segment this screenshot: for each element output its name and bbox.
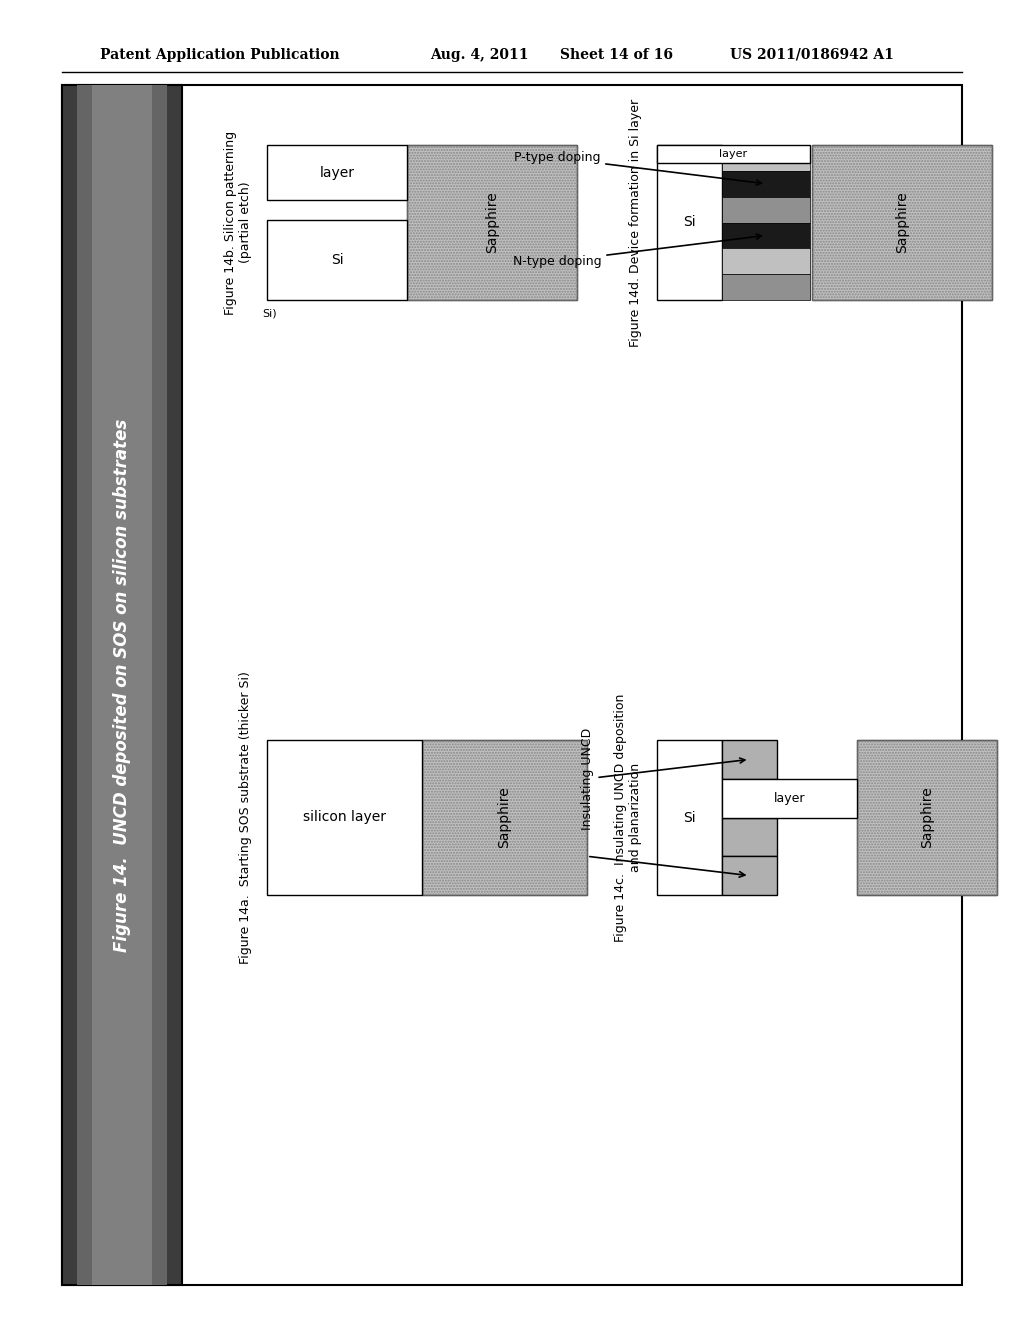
Bar <box>722 197 810 223</box>
Bar <box>857 741 997 895</box>
Bar <box>812 145 992 300</box>
Bar <box>722 817 777 857</box>
Bar <box>657 741 722 895</box>
Text: P-type doping: P-type doping <box>514 152 762 185</box>
Bar <box>407 145 577 300</box>
Text: Sapphire: Sapphire <box>895 191 909 253</box>
Text: Aug. 4, 2011: Aug. 4, 2011 <box>430 48 528 62</box>
Bar <box>812 145 992 300</box>
Text: Figure 14a.  Starting SOS substrate (thicker Si): Figure 14a. Starting SOS substrate (thic… <box>239 671 252 964</box>
Bar <box>267 145 407 201</box>
Bar <box>77 84 167 1284</box>
Text: Insulating UNCD: Insulating UNCD <box>581 727 744 830</box>
Text: US 2011/0186942 A1: US 2011/0186942 A1 <box>730 48 894 62</box>
Bar <box>62 84 182 1284</box>
Text: Si: Si <box>683 215 696 230</box>
Text: Figure 14.  UNCD deposited on SOS on silicon substrates: Figure 14. UNCD deposited on SOS on sili… <box>113 418 131 952</box>
Text: layer: layer <box>720 149 748 158</box>
Bar <box>722 170 810 197</box>
Bar <box>722 248 810 275</box>
Text: Si: Si <box>331 253 343 267</box>
Bar <box>722 779 857 817</box>
Bar <box>62 84 962 1284</box>
Bar <box>722 741 777 779</box>
Text: Si): Si) <box>262 308 276 318</box>
Text: Sheet 14 of 16: Sheet 14 of 16 <box>560 48 673 62</box>
Bar <box>722 857 777 895</box>
Bar <box>267 220 407 300</box>
Text: layer: layer <box>319 165 354 180</box>
Bar <box>267 741 422 895</box>
Bar <box>657 145 722 300</box>
Text: Patent Application Publication: Patent Application Publication <box>100 48 340 62</box>
Text: silicon layer: silicon layer <box>303 810 386 825</box>
Text: Sapphire: Sapphire <box>920 787 934 849</box>
Bar <box>422 741 587 895</box>
Bar <box>422 741 587 895</box>
Text: Figure 14c.  Insulating UNCD deposition
and planarization: Figure 14c. Insulating UNCD deposition a… <box>614 693 642 941</box>
Bar <box>407 145 577 300</box>
Text: Sapphire: Sapphire <box>485 191 499 253</box>
Bar <box>857 741 997 895</box>
Text: Figure 14b. Silicon patterning
(partial etch): Figure 14b. Silicon patterning (partial … <box>224 131 252 314</box>
Bar <box>722 145 810 170</box>
Text: layer: layer <box>774 792 805 805</box>
Bar <box>657 145 810 162</box>
Text: Si: Si <box>683 810 696 825</box>
Bar <box>722 275 810 300</box>
Text: Figure 14d. Device formation in Si layer: Figure 14d. Device formation in Si layer <box>629 99 642 347</box>
Bar <box>92 84 152 1284</box>
Text: N-type doping: N-type doping <box>513 234 762 268</box>
Text: Sapphire: Sapphire <box>498 787 512 849</box>
Bar <box>722 223 810 248</box>
